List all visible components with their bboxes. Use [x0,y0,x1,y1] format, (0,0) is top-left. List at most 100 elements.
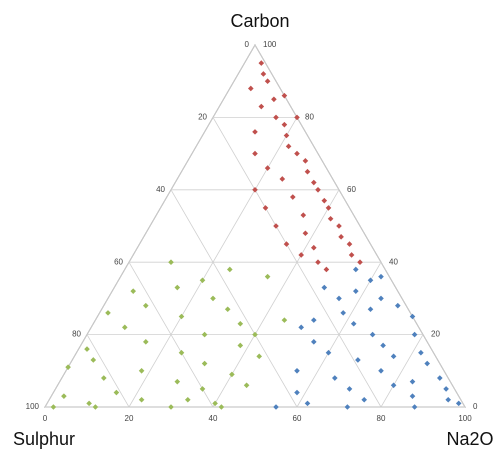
point [315,187,321,193]
point [243,382,250,389]
point [409,393,416,399]
point [325,349,332,356]
point [294,389,300,396]
point [325,205,332,211]
point [311,179,317,186]
point [455,400,462,407]
point [210,295,216,302]
tick-label: 100 [263,40,277,49]
point [323,266,330,273]
point [143,302,149,309]
point [279,176,286,182]
point [311,317,317,323]
point [302,230,309,237]
axis-title: Na2O [446,429,493,449]
point [199,386,206,392]
point [105,310,111,316]
point [390,382,397,389]
point [264,78,271,84]
point [346,241,353,247]
tick-label: 60 [347,185,356,194]
point [86,400,92,407]
point [174,284,181,291]
point [338,234,344,240]
point [445,396,451,403]
point [353,266,359,273]
point [281,121,288,128]
point [369,331,376,338]
point [84,346,90,352]
point [256,353,262,360]
point [138,368,145,374]
tick-label: 60 [114,257,123,266]
tick-label: 20 [198,113,207,122]
point [168,259,174,265]
point [321,284,328,291]
point [437,375,443,381]
grid-line [86,334,130,408]
point [252,150,258,157]
point [294,114,300,121]
point [273,223,279,229]
point [252,187,258,193]
point [258,103,265,110]
point [302,158,309,164]
grid-line [380,334,424,408]
point [273,114,279,121]
point [264,273,271,280]
point [311,244,317,251]
point [283,241,290,247]
point [411,404,418,410]
point [168,404,174,410]
grid-line [212,189,340,408]
point [290,194,296,200]
point [199,277,206,284]
point [411,331,418,338]
point [315,259,321,265]
point [92,404,99,410]
point [178,349,185,356]
point [353,288,359,294]
point [327,215,334,222]
tick-label: 0 [473,402,478,411]
tick-label: 80 [305,113,314,122]
point [311,339,317,345]
tick-label: 40 [389,257,398,266]
point [336,223,342,229]
point [224,306,231,313]
point [304,400,311,407]
point [264,165,271,171]
grid-line [170,189,298,408]
tick-label: 40 [209,414,218,423]
point [101,375,107,381]
point [321,197,328,204]
tick-label: 40 [156,185,165,194]
point [350,320,357,327]
point [409,378,416,385]
point [61,393,67,399]
point [122,324,128,331]
point [294,150,300,157]
tick-label: 20 [125,414,134,423]
point [185,396,191,403]
point [237,342,244,349]
point [178,313,185,320]
point [285,143,292,150]
point [340,310,346,316]
point [424,360,430,367]
tick-label: 0 [245,40,250,49]
point [298,252,304,258]
point [252,331,258,338]
point [443,386,449,392]
point [201,360,208,367]
grid-line [254,44,466,408]
point [271,96,277,103]
point [298,324,304,331]
point [357,259,363,265]
point [409,313,416,320]
point [332,375,338,381]
grid-line [44,44,256,408]
axis-title: Sulphur [13,429,75,449]
point [348,252,355,258]
